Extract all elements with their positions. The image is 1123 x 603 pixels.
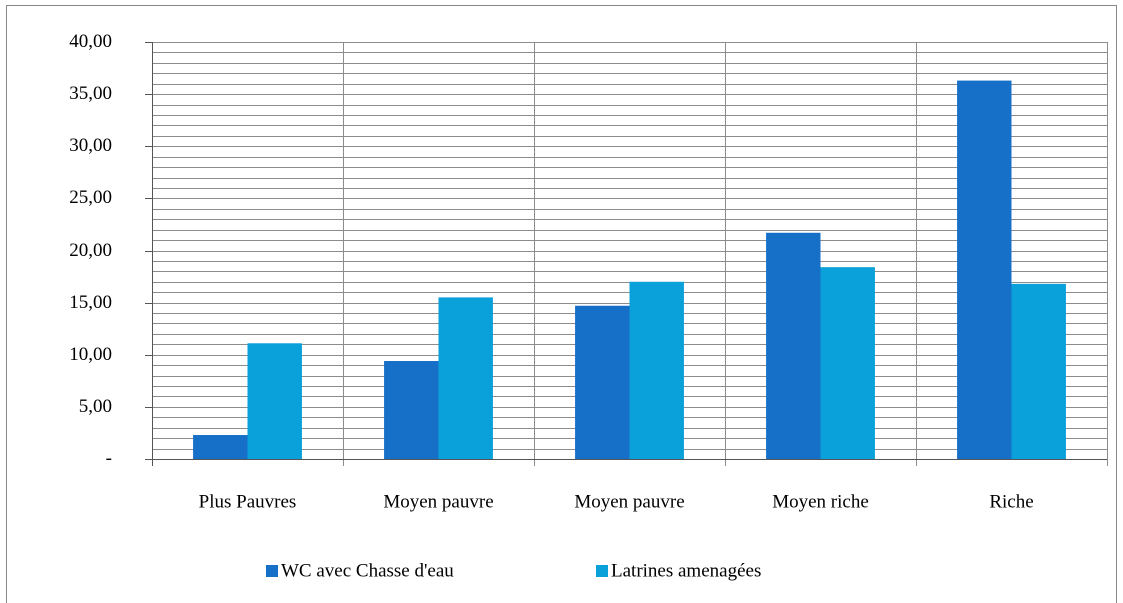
y-tick-label: 20,00 (69, 240, 112, 261)
legend-label: WC avec Chasse d'eau (281, 560, 454, 581)
bar (193, 435, 248, 459)
x-tick-label: Moyen pauvre (574, 491, 684, 512)
y-tick-label: 35,00 (69, 83, 112, 104)
y-tick-label: 25,00 (69, 187, 112, 208)
bar (820, 267, 875, 459)
bar (247, 343, 302, 459)
y-tick-label: 15,00 (69, 292, 112, 313)
legend-swatch (596, 565, 608, 577)
y-tick-label: - (106, 448, 112, 469)
bar (438, 297, 493, 459)
bar (575, 305, 630, 459)
y-tick-label: 40,00 (69, 31, 112, 52)
bar (766, 232, 821, 459)
chart-border (6, 5, 1117, 603)
legend-swatch (266, 565, 278, 577)
bar (384, 361, 439, 459)
x-tick-label: Moyen pauvre (383, 491, 493, 512)
bar (629, 281, 684, 459)
x-tick-label: Moyen riche (772, 491, 869, 512)
bar (1011, 283, 1066, 459)
y-tick-label: 5,00 (79, 396, 112, 417)
y-tick-label: 30,00 (69, 135, 112, 156)
x-tick-label: Riche (989, 491, 1033, 512)
legend-label: Latrines amenagées (611, 560, 761, 581)
y-tick-label: 10,00 (69, 344, 112, 365)
x-tick-label: Plus Pauvres (199, 491, 297, 512)
bar (957, 80, 1012, 459)
